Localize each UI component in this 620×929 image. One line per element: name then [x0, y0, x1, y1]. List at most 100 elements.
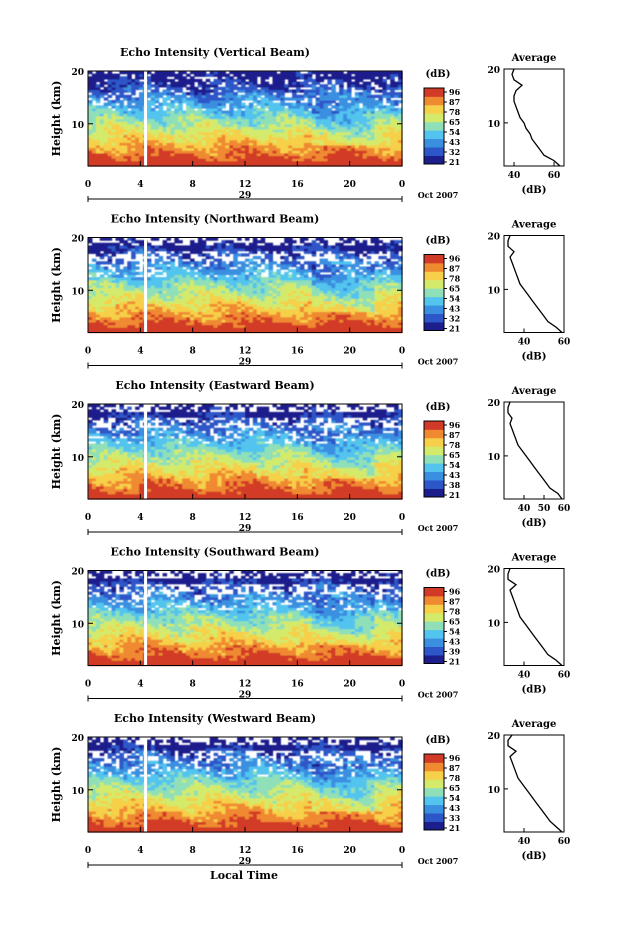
heatmap-cell	[107, 131, 113, 135]
heatmap-cell	[327, 97, 332, 101]
heatmap-cell	[178, 76, 183, 80]
heatmap-cell	[296, 261, 301, 265]
heatmap-cell	[386, 316, 391, 320]
heatmap-cell	[307, 142, 313, 146]
heatmap-cell	[343, 319, 348, 323]
heatmap-cell	[88, 321, 93, 326]
heatmap-cell	[182, 94, 187, 98]
heatmap-cell	[88, 134, 93, 138]
heatmap-cell	[374, 73, 380, 77]
heatmap-cell	[213, 152, 219, 157]
heatmap-cell	[213, 94, 219, 98]
heatmap-cell	[213, 107, 219, 112]
heatmap-cell	[276, 92, 281, 96]
heatmap-cell	[111, 324, 117, 328]
heatmap-cell	[237, 136, 242, 141]
heatmap-cell	[241, 76, 246, 80]
heatmap-cell	[264, 308, 270, 312]
heatmap-cell	[193, 158, 199, 162]
heatmap-cell	[162, 110, 168, 114]
heatmap-cell	[111, 327, 117, 331]
heatmap-cell	[390, 150, 395, 154]
heatmap-cell	[327, 316, 332, 320]
heatmap-cell	[170, 123, 175, 128]
heatmap-cell	[197, 314, 203, 318]
heatmap-cell	[233, 139, 238, 143]
heatmap-cell	[170, 110, 175, 114]
heatmap-cell	[107, 84, 113, 88]
heatmap-cell	[174, 319, 179, 323]
heatmap-cell	[111, 139, 117, 143]
heatmap-cell	[335, 136, 340, 141]
heatmap-cell	[398, 319, 403, 323]
heatmap-cell	[139, 155, 144, 159]
heatmap-cell	[123, 76, 128, 80]
heatmap-cell	[335, 129, 340, 133]
heatmap-cell	[213, 306, 219, 310]
heatmap-cell	[331, 311, 336, 315]
heatmap-cell	[170, 298, 175, 302]
heatmap-cell	[193, 139, 199, 143]
heatmap-cell	[166, 129, 172, 133]
heatmap-cell	[178, 89, 183, 93]
heatmap-cell	[217, 113, 223, 117]
heatmap-cell	[331, 126, 336, 130]
heatmap-cell	[386, 76, 391, 80]
heatmap-cell	[111, 144, 117, 149]
heatmap-cell	[193, 102, 199, 106]
heatmap-cell	[268, 329, 274, 334]
heatmap-cell	[193, 121, 199, 125]
heatmap-cell	[166, 92, 172, 96]
heatmap-cell	[362, 81, 368, 85]
heatmap-cell	[107, 155, 113, 159]
heatmap-cell	[174, 81, 179, 85]
heatmap-cell	[248, 73, 254, 77]
heatmap-cell	[146, 129, 152, 133]
heatmap-cell	[88, 113, 93, 117]
heatmap-cell	[311, 314, 317, 318]
heatmap-cell	[354, 131, 360, 135]
heatmap-cell	[354, 76, 360, 80]
heatmap-cell	[374, 102, 380, 106]
heatmap-cell	[233, 86, 238, 91]
heatmap-cell	[374, 71, 380, 75]
heatmap-cell	[245, 163, 250, 167]
heatmap-cell	[213, 311, 219, 315]
heatmap-cell	[182, 319, 187, 323]
heatmap-cell	[221, 134, 226, 138]
heatmap-cell	[386, 142, 391, 146]
heatmap-cell	[347, 150, 352, 154]
heatmap-cell	[221, 163, 226, 167]
heatmap-cell	[296, 150, 301, 154]
heatmap-cell	[276, 316, 281, 320]
heatmap-cell	[237, 86, 242, 91]
heatmap-cell	[162, 76, 168, 80]
heatmap-cell	[209, 121, 215, 125]
heatmap-cell	[197, 155, 203, 159]
heatmap-cell	[111, 321, 117, 326]
heatmap-cell	[174, 105, 179, 109]
heatmap-cell	[225, 123, 230, 128]
heatmap-cell	[107, 160, 113, 164]
heatmap-cell	[276, 107, 281, 112]
heatmap-cell	[299, 110, 305, 114]
heatmap-cell	[88, 327, 93, 331]
heatmap-cell	[398, 110, 403, 114]
heatmap-cell	[111, 100, 117, 104]
heatmap-cell	[248, 327, 254, 331]
heatmap-cell	[256, 110, 262, 114]
heatmap-cell	[103, 321, 109, 326]
heatmap-cell	[386, 327, 391, 331]
heatmap-cell	[166, 303, 172, 307]
heatmap-cell	[209, 261, 215, 265]
heatmap-cell	[217, 78, 223, 83]
heatmap-cell	[256, 115, 262, 120]
heatmap-cell	[146, 76, 152, 80]
heatmap-cell	[131, 110, 136, 114]
heatmap-cell	[315, 319, 321, 323]
heatmap-cell	[354, 78, 360, 83]
heatmap-cell	[88, 306, 93, 310]
heatmap-cell	[146, 303, 152, 307]
heatmap-cell	[347, 131, 352, 135]
heatmap-cell	[331, 71, 336, 75]
